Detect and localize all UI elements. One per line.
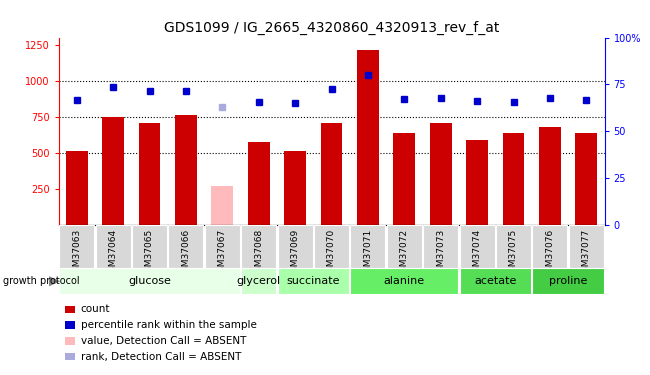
Bar [569,225,604,268]
Bar [320,123,343,225]
Text: GSM37072: GSM37072 [400,228,409,278]
Text: proline: proline [549,276,588,286]
Bar [387,225,422,268]
Text: GSM37068: GSM37068 [254,228,263,278]
Bar [248,142,270,225]
Text: GSM37063: GSM37063 [72,228,81,278]
Bar [66,152,88,225]
Bar [532,225,567,268]
Text: GSM37073: GSM37073 [436,228,445,278]
Title: GDS1099 / IG_2665_4320860_4320913_rev_f_at: GDS1099 / IG_2665_4320860_4320913_rev_f_… [164,21,499,35]
Bar [241,268,276,294]
Text: count: count [81,304,110,314]
Bar [393,133,415,225]
Text: GSM37077: GSM37077 [582,228,591,278]
Bar [423,225,458,268]
Bar [357,51,379,225]
Bar [466,140,488,225]
Text: GSM37075: GSM37075 [509,228,518,278]
Text: value, Detection Call = ABSENT: value, Detection Call = ABSENT [81,336,246,346]
Text: GSM37064: GSM37064 [109,228,118,278]
Bar [350,225,385,268]
Bar [138,123,161,225]
Bar [59,225,94,268]
Text: growth protocol: growth protocol [3,276,80,286]
Bar [496,225,531,268]
Bar [502,134,525,225]
Bar [168,225,203,268]
Bar [430,123,452,225]
Bar [59,268,240,294]
Text: GSM37074: GSM37074 [473,228,482,278]
Bar [460,268,531,294]
Bar [284,152,306,225]
Text: succinate: succinate [287,276,340,286]
Text: rank, Detection Call = ABSENT: rank, Detection Call = ABSENT [81,352,241,362]
Text: glucose: glucose [128,276,171,286]
Text: GSM37070: GSM37070 [327,228,336,278]
Bar [96,225,131,268]
Bar [175,116,197,225]
Bar [211,186,233,225]
Text: GSM37067: GSM37067 [218,228,227,278]
Bar [539,127,561,225]
Bar [575,133,597,225]
Bar [132,225,167,268]
Bar [241,225,276,268]
Text: GSM37076: GSM37076 [545,228,554,278]
Text: percentile rank within the sample: percentile rank within the sample [81,320,257,330]
Bar [278,225,313,268]
Bar [205,225,240,268]
Bar [532,268,604,294]
Text: alanine: alanine [384,276,425,286]
Text: acetate: acetate [474,276,517,286]
Polygon shape [49,276,60,286]
Bar [460,225,495,268]
Bar [314,225,349,268]
Bar [102,117,124,225]
Bar [278,268,349,294]
Text: GSM37066: GSM37066 [181,228,190,278]
Text: GSM37071: GSM37071 [363,228,372,278]
Text: GSM37069: GSM37069 [291,228,300,278]
Bar [350,268,458,294]
Text: glycerol: glycerol [237,276,281,286]
Text: GSM37065: GSM37065 [145,228,154,278]
